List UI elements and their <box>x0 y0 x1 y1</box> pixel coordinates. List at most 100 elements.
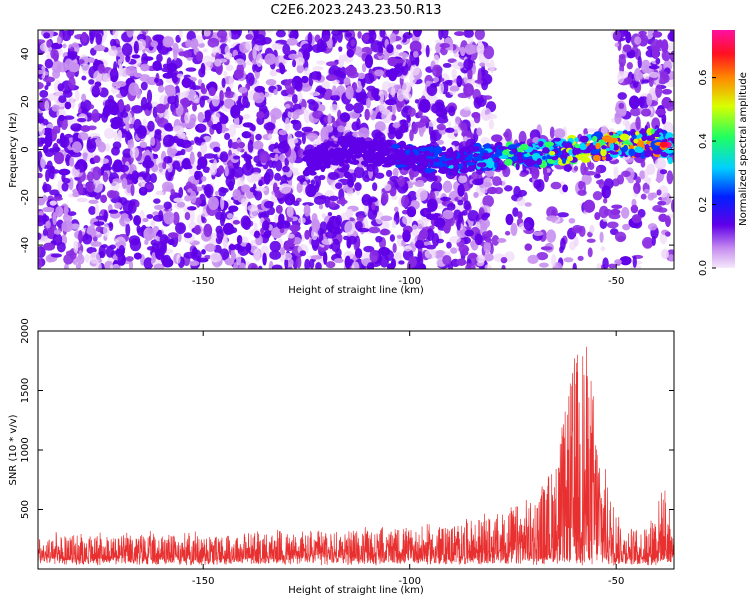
heatmap-cell <box>327 113 332 125</box>
heatmap-cell <box>272 182 278 194</box>
heatmap-cell <box>616 130 624 135</box>
heatmap-cell <box>361 63 367 73</box>
heatmap-cell <box>142 118 147 126</box>
heatmap-cell <box>246 72 255 87</box>
heatmap-cell <box>315 262 322 269</box>
heatmap-cell <box>464 229 474 237</box>
heatmap-cell <box>318 204 324 210</box>
heatmap-cell <box>346 48 355 58</box>
heatmap-cell <box>228 205 239 212</box>
heatmap-cell <box>451 152 458 158</box>
heatmap-cell <box>330 238 341 252</box>
heatmap-cell <box>665 215 671 228</box>
heatmap-cell <box>80 99 92 112</box>
heatmap-cell <box>241 184 251 193</box>
heatmap-cell <box>472 178 484 186</box>
heatmap-cell <box>135 200 140 208</box>
heatmap-cell <box>502 179 507 188</box>
heatmap-cell <box>498 155 509 160</box>
heatmap-cell <box>404 148 411 156</box>
heatmap-cell <box>142 217 149 223</box>
heatmap-cell <box>224 258 235 266</box>
heatmap-cell <box>442 180 453 193</box>
heatmap-cell <box>577 189 587 196</box>
heatmap-cell <box>396 234 403 239</box>
heatmap-cell <box>357 227 370 233</box>
heatmap-cell <box>326 74 337 81</box>
heatmap-cell <box>345 85 354 100</box>
heatmap-cell <box>320 126 329 141</box>
heatmap-cell <box>184 211 191 221</box>
heatmap-cell <box>331 143 340 148</box>
heatmap-cell <box>419 229 429 240</box>
heatmap-cell <box>316 87 327 94</box>
heatmap-cell <box>583 199 596 213</box>
heatmap-cell <box>621 206 630 219</box>
heatmap-cell <box>215 210 223 220</box>
heatmap-cell <box>74 163 81 170</box>
heatmap-cell <box>438 167 449 174</box>
heatmap-cell <box>232 220 240 225</box>
heatmap-cell <box>463 58 474 71</box>
heatmap-cell <box>457 184 465 197</box>
heatmap-cell <box>418 147 428 152</box>
heatmap-cell <box>456 258 467 266</box>
heatmap-cell <box>68 96 74 102</box>
heatmap-cell <box>637 140 645 147</box>
heatmap-cell <box>464 156 472 161</box>
heatmap-cell <box>245 242 252 253</box>
heatmap-cell <box>389 234 396 242</box>
heatmap-cell <box>649 87 657 96</box>
heatmap-cell <box>518 130 527 145</box>
heatmap-cell <box>302 169 311 177</box>
heatmap-cell <box>627 177 635 184</box>
heatmap-cell <box>284 193 296 206</box>
heatmap-cell <box>187 206 197 211</box>
heatmap-cell <box>374 172 385 179</box>
heatmap-cell <box>69 62 80 73</box>
heatmap-cell <box>433 146 443 155</box>
heatmap-cell <box>634 131 640 136</box>
heatmap-cell <box>172 160 181 170</box>
heatmap-cell <box>462 140 467 147</box>
heatmap-cell <box>240 198 248 207</box>
heatmap-cell <box>603 197 608 204</box>
heatmap-cell <box>310 179 316 186</box>
heatmap-cell <box>112 30 119 39</box>
heatmap-cell <box>58 95 67 103</box>
heatmap-cell <box>225 64 234 71</box>
heatmap-cell <box>449 235 461 244</box>
heatmap-cell <box>407 107 416 117</box>
heatmap-cell <box>171 72 179 84</box>
heatmap-cell <box>458 175 468 184</box>
heatmap-cell <box>609 142 615 151</box>
heatmap-cell <box>136 38 147 50</box>
heatmap-cell <box>292 59 297 68</box>
heatmap-cell <box>232 155 241 160</box>
heatmap-cell <box>176 201 186 208</box>
heatmap-cell <box>262 92 273 98</box>
heatmap-cell <box>406 206 417 218</box>
heatmap-cell <box>152 60 162 72</box>
heatmap-cell <box>97 63 105 74</box>
heatmap-cell <box>363 73 375 84</box>
heatmap-cell <box>275 159 283 172</box>
heatmap-cell <box>189 209 195 224</box>
heatmap-cell <box>502 148 510 156</box>
heatmap-cell <box>438 156 443 161</box>
heatmap-cell <box>573 165 579 172</box>
heatmap-cell <box>167 238 175 246</box>
heatmap-cell <box>356 92 368 98</box>
heatmap-cell <box>278 129 287 136</box>
heatmap-cell <box>201 175 207 182</box>
heatmap-cell <box>316 60 326 65</box>
heatmap-cell <box>218 165 225 175</box>
heatmap-cell <box>155 248 165 260</box>
heatmap-cell <box>375 235 383 243</box>
heatmap-cell <box>203 30 211 37</box>
heatmap-cell <box>641 237 654 249</box>
heatmap-cell <box>512 207 519 217</box>
heatmap-cell <box>152 153 159 160</box>
heatmap-cell <box>601 145 607 150</box>
heatmap-cell <box>241 131 252 139</box>
